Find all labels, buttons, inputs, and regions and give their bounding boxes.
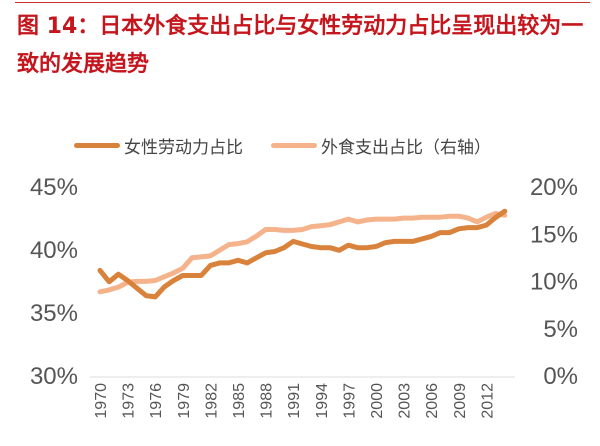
y-right-tick-label: 5% xyxy=(543,316,578,343)
legend-swatch-food xyxy=(271,143,317,148)
x-tick-label: 1970 xyxy=(93,383,110,419)
y-right-tick-label: 0% xyxy=(543,363,578,390)
legend-item-food: 外食支出占比（右轴） xyxy=(271,133,491,158)
y-left-tick-label: 40% xyxy=(30,237,78,264)
y-left-tick-label: 30% xyxy=(30,363,78,390)
legend: 女性劳动力占比 外食支出占比（右轴） xyxy=(74,133,519,158)
y-right-tick-label: 15% xyxy=(530,221,578,248)
y-right-tick-label: 10% xyxy=(530,269,578,296)
x-tick-label: 1988 xyxy=(259,383,276,419)
x-tick-label: 2000 xyxy=(369,383,386,419)
x-tick-label: 1985 xyxy=(231,383,248,419)
x-tick-label: 2012 xyxy=(479,383,496,419)
series-line-food-spending xyxy=(97,210,508,295)
x-tick-label: 1997 xyxy=(341,383,358,419)
y-right-tick-label: 20% xyxy=(530,174,578,201)
series-line-female-labor xyxy=(97,208,508,300)
x-tick-label: 1973 xyxy=(121,383,138,419)
x-tick-label: 1976 xyxy=(148,383,165,419)
x-tick-label: 1982 xyxy=(203,383,220,419)
x-tick-label: 2009 xyxy=(452,383,469,419)
x-tick-label: 1979 xyxy=(176,383,193,419)
x-tick-label: 1991 xyxy=(286,383,303,419)
x-tick-label: 2003 xyxy=(397,383,414,419)
legend-label-food: 外食支出占比（右轴） xyxy=(321,138,491,158)
legend-label-female: 女性劳动力占比 xyxy=(124,138,243,158)
y-left-tick-label: 35% xyxy=(30,300,78,327)
legend-item-female: 女性劳动力占比 xyxy=(74,133,243,158)
legend-swatch-female xyxy=(74,143,120,148)
x-tick-label: 1994 xyxy=(314,383,331,419)
chart-title: 图 14：日本外食支出占比与女性劳动力占比呈现出较为一致的发展趋势 xyxy=(17,14,584,77)
y-left-tick-label: 45% xyxy=(30,174,78,201)
x-tick-label: 2006 xyxy=(424,383,441,419)
top-rule xyxy=(15,2,590,3)
